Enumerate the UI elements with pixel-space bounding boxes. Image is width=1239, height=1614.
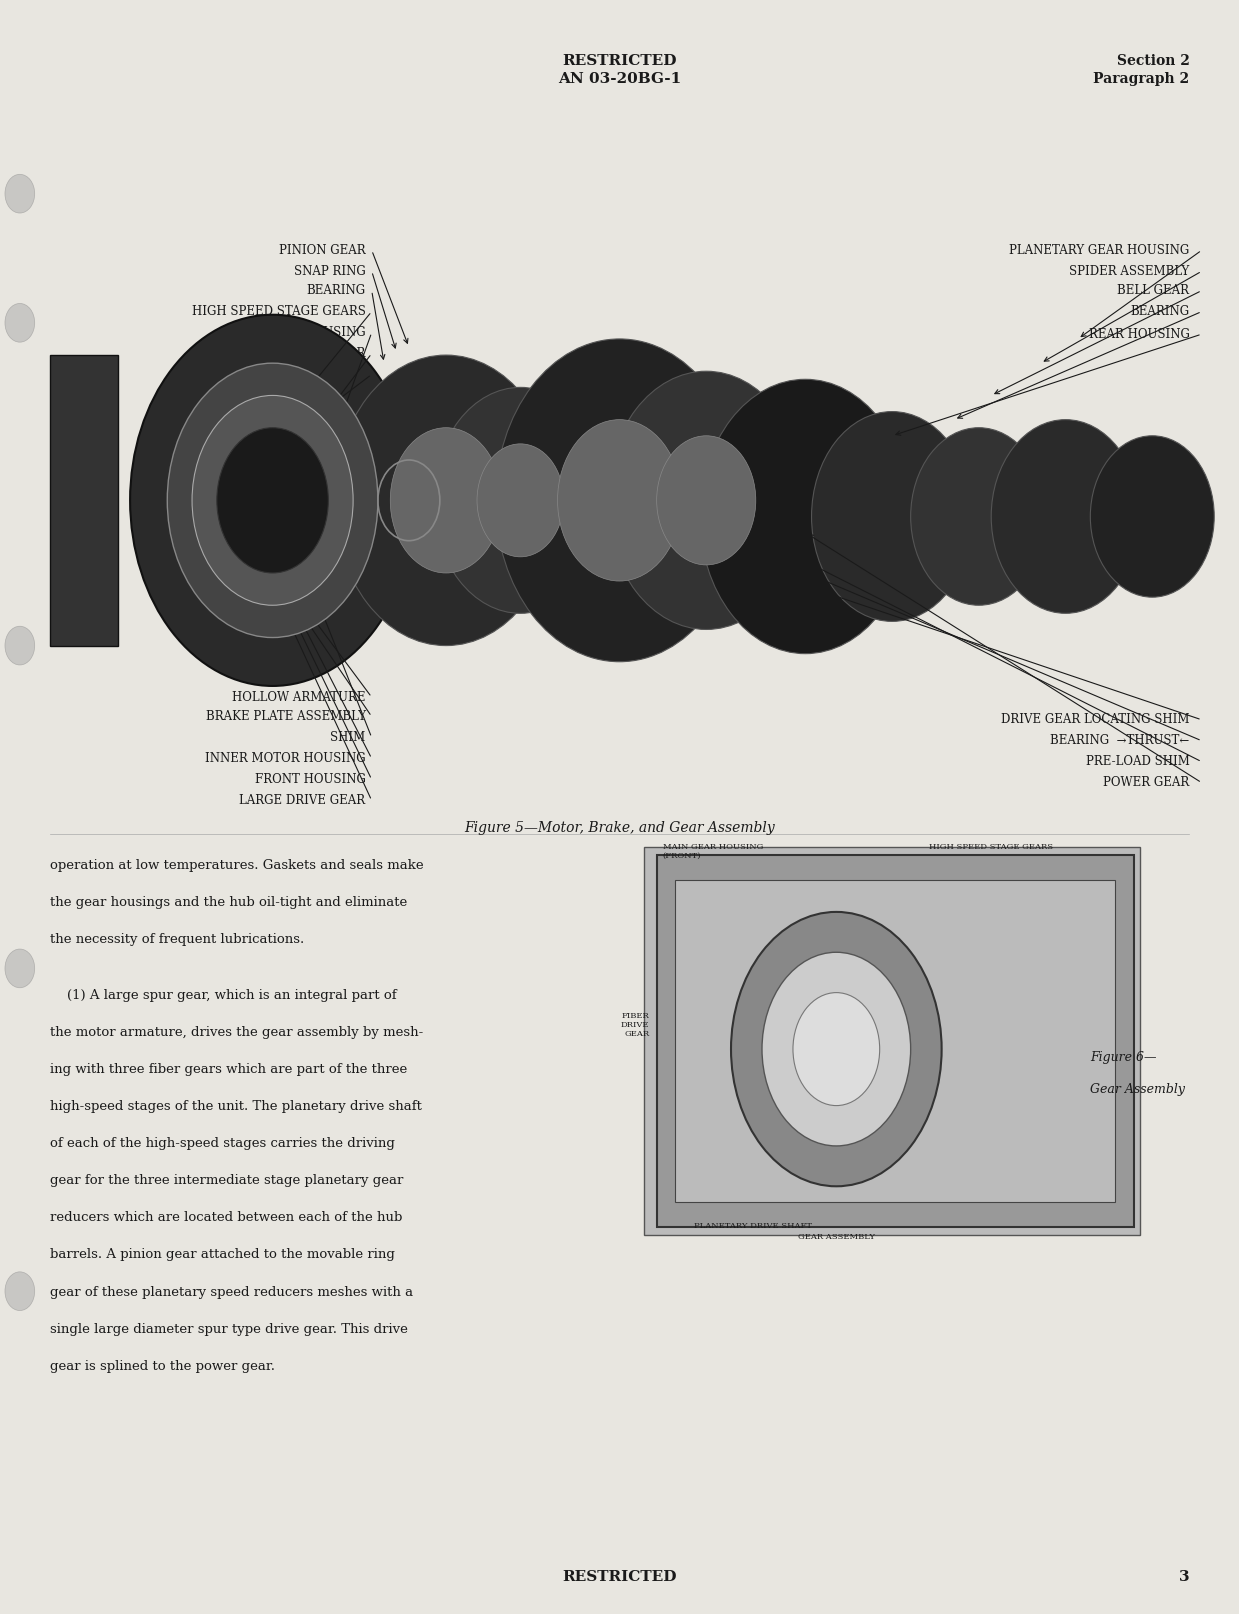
Circle shape <box>5 1272 35 1311</box>
Text: AN 03-20BG-1: AN 03-20BG-1 <box>558 73 681 86</box>
Text: gear is splined to the power gear.: gear is splined to the power gear. <box>50 1361 275 1374</box>
Text: LARGE DRIVE GEAR: LARGE DRIVE GEAR <box>239 794 366 807</box>
Circle shape <box>1090 436 1214 597</box>
Circle shape <box>5 174 35 213</box>
Circle shape <box>5 626 35 665</box>
Circle shape <box>911 428 1047 605</box>
Text: GEAR ASSEMBLY: GEAR ASSEMBLY <box>798 1233 875 1241</box>
Text: reducers which are located between each of the hub: reducers which are located between each … <box>50 1212 401 1225</box>
Text: BEARING  →THRUST←: BEARING →THRUST← <box>1051 734 1189 747</box>
Text: FIBER GEAR: FIBER GEAR <box>287 347 366 360</box>
Text: REAR HOUSING: REAR HOUSING <box>1089 328 1189 341</box>
Text: (1) A large spur gear, which is an integral part of: (1) A large spur gear, which is an integ… <box>50 988 396 1002</box>
Text: Gear Assembly: Gear Assembly <box>1090 1083 1186 1096</box>
Text: PLANETARY DRIVE SHAFT: PLANETARY DRIVE SHAFT <box>694 1222 812 1230</box>
Text: PRE-LOAD SHIM: PRE-LOAD SHIM <box>1085 755 1189 768</box>
Circle shape <box>217 428 328 573</box>
Text: RESTRICTED: RESTRICTED <box>563 55 676 68</box>
Circle shape <box>812 412 973 621</box>
Circle shape <box>5 303 35 342</box>
Text: Figure 6—: Figure 6— <box>1090 1051 1157 1064</box>
Text: HOLLOW ARMATURE: HOLLOW ARMATURE <box>232 691 366 704</box>
Bar <box>675 880 1115 1202</box>
Bar <box>50 355 118 646</box>
Circle shape <box>558 420 681 581</box>
Text: BEARING: BEARING <box>1130 305 1189 318</box>
Text: RESTRICTED: RESTRICTED <box>563 1570 676 1583</box>
Circle shape <box>793 993 880 1106</box>
Text: single large diameter spur type drive gear. This drive: single large diameter spur type drive ge… <box>50 1323 408 1336</box>
Text: high-speed stages of the unit. The planetary drive shaft: high-speed stages of the unit. The plane… <box>50 1101 421 1114</box>
Text: PINION GEAR: PINION GEAR <box>279 244 366 257</box>
Text: the necessity of frequent lubrications.: the necessity of frequent lubrications. <box>50 933 304 946</box>
Text: Figure 5—Motor, Brake, and Gear Assembly: Figure 5—Motor, Brake, and Gear Assembly <box>465 822 774 834</box>
Text: SHIM: SHIM <box>331 731 366 744</box>
Text: the motor armature, drives the gear assembly by mesh-: the motor armature, drives the gear asse… <box>50 1027 422 1039</box>
Circle shape <box>731 912 942 1186</box>
Circle shape <box>657 436 756 565</box>
Circle shape <box>496 339 743 662</box>
Text: ing with three fiber gears which are part of the three: ing with three fiber gears which are par… <box>50 1064 406 1077</box>
Text: 3: 3 <box>1178 1570 1189 1583</box>
Circle shape <box>5 949 35 988</box>
Bar <box>657 855 1134 1227</box>
Circle shape <box>390 428 502 573</box>
Circle shape <box>434 387 607 613</box>
Circle shape <box>700 379 911 654</box>
Circle shape <box>167 363 378 638</box>
Text: gear of these planetary speed reducers meshes with a: gear of these planetary speed reducers m… <box>50 1286 413 1299</box>
Circle shape <box>192 395 353 605</box>
Text: SPIDER ASSEMBLY: SPIDER ASSEMBLY <box>1069 265 1189 278</box>
Text: barrels. A pinion gear attached to the movable ring: barrels. A pinion gear attached to the m… <box>50 1249 394 1262</box>
Text: Section 2: Section 2 <box>1116 55 1189 68</box>
Circle shape <box>607 371 805 629</box>
Circle shape <box>477 444 564 557</box>
Circle shape <box>991 420 1140 613</box>
Circle shape <box>335 355 558 646</box>
Text: Paragraph 2: Paragraph 2 <box>1093 73 1189 86</box>
Text: FIBER
DRIVE
GEAR: FIBER DRIVE GEAR <box>621 1012 649 1038</box>
Text: INNER MOTOR HOUSING: INNER MOTOR HOUSING <box>204 752 366 765</box>
Text: BEARING: BEARING <box>306 284 366 297</box>
Text: BRAKE PLATE ASSEMBLY: BRAKE PLATE ASSEMBLY <box>206 710 366 723</box>
Text: MAIN GEAR HOUSING
(FRONT): MAIN GEAR HOUSING (FRONT) <box>663 843 763 860</box>
FancyBboxPatch shape <box>644 847 1140 1235</box>
Text: HIGH SPEED STAGE GEARS: HIGH SPEED STAGE GEARS <box>192 305 366 318</box>
Text: FRONT HOUSING: FRONT HOUSING <box>255 773 366 786</box>
Circle shape <box>762 952 911 1146</box>
Text: SNAP RING: SNAP RING <box>294 265 366 278</box>
Text: HIGH SPEED STAGE GEARS: HIGH SPEED STAGE GEARS <box>929 843 1053 851</box>
Text: DRIVE GEAR LOCATING SHIM: DRIVE GEAR LOCATING SHIM <box>1001 713 1189 726</box>
Circle shape <box>130 315 415 686</box>
Text: the gear housings and the hub oil-tight and eliminate: the gear housings and the hub oil-tight … <box>50 896 406 909</box>
Text: operation at low temperatures. Gaskets and seals make: operation at low temperatures. Gaskets a… <box>50 859 424 872</box>
Text: BELL GEAR: BELL GEAR <box>1118 284 1189 297</box>
Text: gear for the three intermediate stage planetary gear: gear for the three intermediate stage pl… <box>50 1175 403 1188</box>
Text: OUTER MOTOR HOUSING: OUTER MOTOR HOUSING <box>203 368 366 381</box>
Text: of each of the high-speed stages carries the driving: of each of the high-speed stages carries… <box>50 1138 394 1151</box>
Text: PLANETARY GEAR HOUSING: PLANETARY GEAR HOUSING <box>1010 244 1189 257</box>
Text: POWER GEAR: POWER GEAR <box>1103 776 1189 789</box>
Text: SPUR GEAR HOUSING: SPUR GEAR HOUSING <box>225 326 366 339</box>
